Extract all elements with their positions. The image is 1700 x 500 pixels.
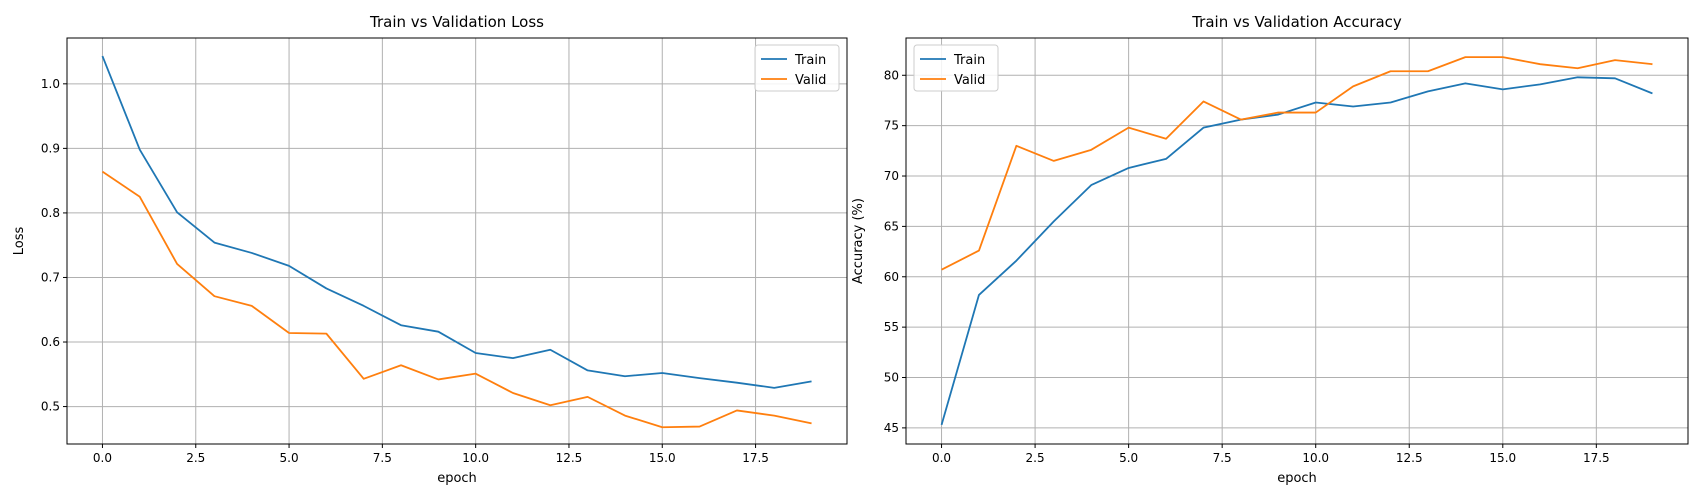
y-tick-label: 60 (884, 270, 899, 284)
series-line-valid (101, 170, 812, 429)
x-tick-label: 15.0 (1489, 451, 1516, 465)
x-tick-label: 12.5 (1396, 451, 1423, 465)
y-tick-label: 0.7 (41, 270, 60, 284)
x-tick-label: 12.5 (556, 451, 583, 465)
legend-label-valid: Valid (795, 73, 826, 88)
y-tick-label: 65 (884, 219, 899, 233)
y-axis-label: Accuracy (%) (851, 198, 866, 284)
legend: Train Valid (913, 44, 999, 92)
axes-frame (905, 37, 1689, 445)
y-tick-label: 45 (884, 421, 899, 435)
chart-panel-1: 0.0 2.5 5.0 7.5 10.0 12.5 15.0 17.5 0.5 0.6 0.7 0.8… (12, 13, 848, 486)
y-tick-label: 0.9 (41, 141, 60, 155)
x-tick-label: 0.0 (932, 451, 951, 465)
legend-label-valid: Valid (954, 73, 985, 88)
axes-frame (66, 37, 848, 445)
x-tick-label: 15.0 (649, 451, 676, 465)
chart-title: Train vs Validation Accuracy (1191, 13, 1402, 31)
x-tick-label: 17.5 (742, 451, 769, 465)
y-tick-label: 0.8 (41, 206, 60, 220)
series-line-valid (941, 56, 1653, 271)
legend: Train Valid (754, 44, 840, 92)
y-tick-label: 50 (884, 371, 899, 385)
plot-area (906, 38, 1688, 444)
legend-label-train: Train (953, 53, 985, 68)
y-axis-label: Loss (12, 227, 27, 256)
series-line-train (101, 55, 812, 389)
x-tick-label: 10.0 (1302, 451, 1329, 465)
plot-area (67, 38, 847, 444)
y-tick-label: 70 (884, 169, 899, 183)
y-tick-label: 80 (884, 68, 899, 82)
y-tick-label: 0.5 (41, 400, 60, 414)
x-tick-label: 5.0 (280, 451, 299, 465)
x-axis-label: epoch (1277, 471, 1317, 486)
x-tick-label: 7.5 (373, 451, 392, 465)
x-tick-label: 0.0 (93, 451, 112, 465)
series-line-train (940, 76, 1653, 426)
x-tick-label: 7.5 (1213, 451, 1232, 465)
legend-label-train: Train (794, 53, 826, 68)
chart-panel-2: 0.0 2.5 5.0 7.5 10.0 12.5 15.0 17.5 45 50 55 60 65 70… (851, 13, 1689, 486)
x-tick-label: 5.0 (1119, 451, 1138, 465)
y-tick-label: 1.0 (41, 77, 60, 91)
x-axis-label: epoch (437, 471, 477, 486)
y-tick-label: 0.6 (41, 335, 60, 349)
x-tick-label: 2.5 (186, 451, 205, 465)
x-tick-label: 17.5 (1583, 451, 1610, 465)
y-tick-label: 55 (884, 320, 899, 334)
x-tick-label: 2.5 (1026, 451, 1045, 465)
chart-title: Train vs Validation Loss (369, 13, 544, 31)
x-tick-label: 10.0 (462, 451, 489, 465)
y-tick-label: 75 (884, 119, 899, 133)
